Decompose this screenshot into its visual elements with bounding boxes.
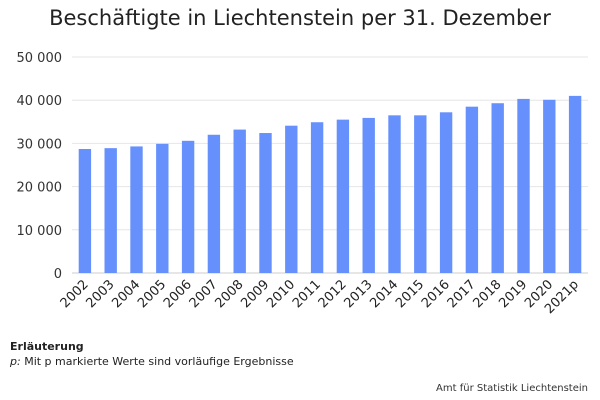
y-tick-label: 10 000: [17, 224, 63, 239]
bar-2004[interactable]: [130, 146, 143, 273]
bar-2016[interactable]: [439, 112, 453, 274]
x-tick-label: 2019: [496, 277, 530, 311]
bar-2002[interactable]: [78, 149, 92, 273]
source-credit: Amt für Statistik Liechtenstein: [436, 383, 588, 394]
y-tick-label: 30 000: [17, 137, 63, 152]
bars: [78, 95, 582, 274]
x-tick-label: 2011: [290, 277, 324, 311]
bar-2009[interactable]: [259, 133, 272, 273]
bar-2014[interactable]: [388, 115, 401, 273]
x-tick-label: 2014: [367, 277, 401, 311]
bar-2017[interactable]: [465, 106, 479, 274]
notes-text: Mit p markierte Werte sind vorläufige Er…: [20, 355, 294, 368]
x-tick-label: 2012: [316, 277, 350, 311]
bar-2020[interactable]: [543, 99, 556, 273]
y-tick-label: 40 000: [17, 94, 63, 109]
gridlines: [72, 56, 588, 274]
bar-2005[interactable]: [156, 143, 169, 273]
x-axis-tick-labels: 2002200320042005200620072008200920102011…: [58, 277, 582, 317]
bar-2003[interactable]: [104, 148, 117, 273]
x-tick-label: 2005: [135, 277, 169, 311]
bar-2011[interactable]: [310, 122, 324, 274]
x-tick-label: 2009: [238, 277, 272, 311]
x-tick-label: 2004: [109, 277, 143, 311]
x-tick-label: 2013: [342, 277, 376, 311]
bar-2007[interactable]: [207, 134, 221, 273]
notes-heading: Erläuterung: [10, 340, 84, 353]
x-tick-label: 2010: [264, 277, 298, 311]
bar-2012[interactable]: [336, 119, 350, 273]
x-tick-label: 2008: [213, 277, 247, 311]
chart-title: Beschäftigte in Liechtenstein per 31. De…: [49, 6, 551, 30]
y-tick-label: 20 000: [17, 181, 63, 196]
bar-2010[interactable]: [285, 125, 298, 273]
x-tick-label: 2007: [187, 277, 221, 311]
x-tick-label: 2016: [419, 277, 453, 311]
bar-chart: 0 10 000 20 000 30 000 40 000 50 000 20022003…: [17, 51, 588, 317]
notes-line: p: Mit p markierte Werte sind vorläufige…: [10, 355, 294, 368]
bar-2018[interactable]: [491, 103, 504, 273]
y-tick-label: 50 000: [17, 51, 63, 66]
bar-2021p[interactable]: [568, 95, 582, 273]
x-tick-label: 2015: [393, 277, 427, 311]
notes-prefix: p:: [10, 355, 21, 368]
y-axis-tick-labels: 0 10 000 20 000 30 000 40 000 50 000: [17, 51, 63, 282]
x-tick-label: 2006: [161, 277, 195, 311]
x-tick-label: 2018: [471, 277, 505, 311]
x-tick-label: 2017: [445, 277, 479, 311]
bar-2019[interactable]: [517, 98, 530, 274]
bar-2015[interactable]: [414, 115, 427, 273]
x-tick-label: 2002: [58, 277, 92, 311]
bar-2006[interactable]: [181, 140, 195, 273]
bar-2008[interactable]: [233, 129, 246, 273]
y-tick-label: 0: [54, 267, 62, 282]
x-tick-label: 2003: [84, 277, 118, 311]
bar-2013[interactable]: [362, 117, 375, 273]
